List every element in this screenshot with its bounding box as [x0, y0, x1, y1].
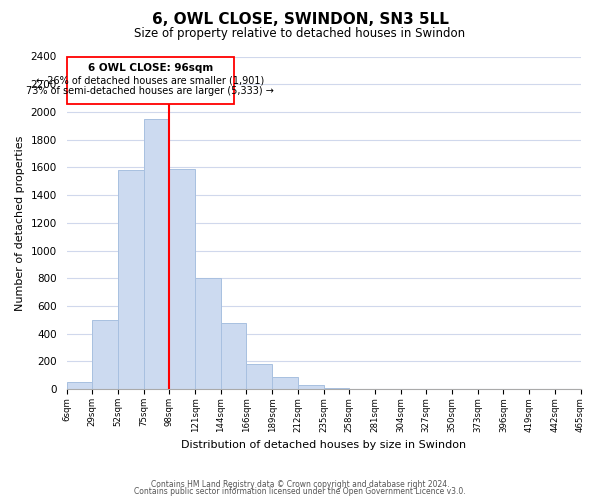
Bar — [195, 278, 221, 389]
X-axis label: Distribution of detached houses by size in Swindon: Distribution of detached houses by size … — [181, 440, 466, 450]
Bar — [92, 320, 118, 389]
Bar — [247, 364, 272, 389]
Text: ← 26% of detached houses are smaller (1,901): ← 26% of detached houses are smaller (1,… — [36, 75, 265, 85]
Text: Contains HM Land Registry data © Crown copyright and database right 2024.: Contains HM Land Registry data © Crown c… — [151, 480, 449, 489]
Text: 73% of semi-detached houses are larger (5,333) →: 73% of semi-detached houses are larger (… — [26, 86, 274, 97]
Bar — [118, 170, 143, 389]
FancyBboxPatch shape — [67, 57, 233, 104]
Text: Size of property relative to detached houses in Swindon: Size of property relative to detached ho… — [134, 28, 466, 40]
Bar — [323, 388, 349, 389]
Text: 6 OWL CLOSE: 96sqm: 6 OWL CLOSE: 96sqm — [88, 64, 213, 74]
Bar — [221, 322, 247, 389]
Bar — [272, 376, 298, 389]
Text: 6, OWL CLOSE, SWINDON, SN3 5LL: 6, OWL CLOSE, SWINDON, SN3 5LL — [152, 12, 448, 28]
Text: Contains public sector information licensed under the Open Government Licence v3: Contains public sector information licen… — [134, 487, 466, 496]
Bar — [169, 169, 195, 389]
Bar — [143, 119, 169, 389]
Bar — [67, 382, 92, 389]
Y-axis label: Number of detached properties: Number of detached properties — [15, 135, 25, 310]
Bar — [298, 385, 323, 389]
